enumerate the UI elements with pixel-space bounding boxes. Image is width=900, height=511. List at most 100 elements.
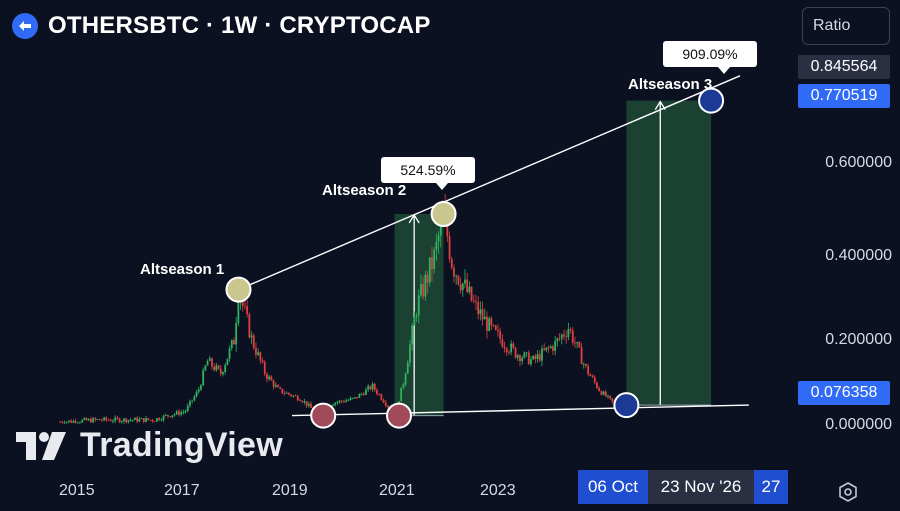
candle <box>367 386 370 390</box>
candle <box>274 385 277 387</box>
tradingview-logo-icon <box>16 431 66 460</box>
candle <box>556 338 559 342</box>
candle <box>417 295 420 316</box>
altseason-annotation: Altseason 1 <box>140 261 224 278</box>
candle <box>435 241 438 250</box>
candle <box>164 414 167 416</box>
candle <box>195 391 198 397</box>
candle <box>233 340 235 345</box>
candle <box>114 417 117 421</box>
x-range-end-label: 27 <box>754 470 788 504</box>
chart-settings-button[interactable] <box>834 478 862 506</box>
candle <box>332 404 334 407</box>
candle <box>464 279 466 284</box>
candle <box>604 391 607 397</box>
candle <box>450 258 453 268</box>
candle <box>457 275 460 285</box>
gear-icon <box>839 482 857 502</box>
candle <box>380 394 383 400</box>
candle <box>497 329 499 332</box>
measure-label-pointer <box>436 183 448 190</box>
candle <box>281 388 284 394</box>
candle <box>347 399 350 401</box>
candle <box>402 384 405 388</box>
pivot-circle <box>310 402 337 429</box>
candle <box>552 346 554 351</box>
candle <box>118 418 121 423</box>
candle <box>376 389 378 395</box>
pivot-circle <box>698 87 725 114</box>
candle <box>147 418 150 420</box>
measure-label-box <box>381 157 475 183</box>
candle <box>235 323 238 345</box>
candle <box>169 416 172 417</box>
candle <box>217 365 220 369</box>
candle <box>197 389 200 392</box>
ratio-scale-button[interactable]: Ratio <box>802 7 890 45</box>
candle <box>433 249 436 269</box>
candle <box>127 420 130 423</box>
tradingview-wordmark: TradingView <box>80 426 283 464</box>
candle <box>437 235 440 242</box>
candle <box>255 347 257 355</box>
measure-label: 909.09% <box>682 46 737 62</box>
candle <box>424 274 427 297</box>
pivot-circle <box>225 276 252 303</box>
candle <box>96 419 99 420</box>
candle <box>466 279 469 293</box>
candle <box>527 352 530 365</box>
candle <box>268 376 271 380</box>
candle <box>202 370 205 386</box>
candle <box>263 362 266 374</box>
candle <box>358 394 361 398</box>
candle <box>162 415 165 420</box>
candle <box>257 352 260 355</box>
candle <box>208 358 211 361</box>
candle <box>532 355 535 360</box>
symbol-title: OTHERSBTC · 1W · CRYPTOCAP <box>48 12 431 39</box>
candle <box>116 417 119 419</box>
candle <box>569 329 572 331</box>
candle <box>534 355 537 359</box>
pivot-circle <box>613 392 640 419</box>
measure-label: 524.59% <box>400 162 455 178</box>
candle <box>503 346 506 349</box>
candle <box>382 399 385 403</box>
candle <box>591 375 594 378</box>
candle <box>439 218 442 236</box>
candle <box>448 236 451 259</box>
candle <box>98 419 101 421</box>
candle <box>215 365 218 371</box>
candle <box>171 415 174 417</box>
candle <box>525 352 528 354</box>
candle <box>345 400 348 403</box>
y-tick-label: 0.400000 <box>825 247 892 264</box>
candle <box>602 391 605 395</box>
candle <box>565 336 568 338</box>
candle <box>81 419 84 423</box>
candle <box>158 418 161 421</box>
candle <box>248 314 251 338</box>
candle <box>74 420 77 423</box>
candle <box>510 343 513 353</box>
candle <box>404 373 407 385</box>
measure-arrowhead <box>654 100 666 110</box>
candle <box>400 387 403 402</box>
candle <box>360 393 363 395</box>
pivot-circle <box>430 201 457 227</box>
candle <box>76 422 79 424</box>
candle <box>338 400 341 403</box>
candle <box>259 352 262 361</box>
measure-zone <box>626 100 712 406</box>
candle <box>490 318 493 325</box>
y-tick-label: 0.000000 <box>825 416 892 433</box>
candle <box>351 397 354 399</box>
candle <box>129 420 132 421</box>
candle <box>303 401 306 403</box>
candle <box>173 414 176 416</box>
candle <box>142 418 145 422</box>
candle <box>230 340 233 349</box>
candle <box>541 348 543 361</box>
candle <box>479 309 482 315</box>
